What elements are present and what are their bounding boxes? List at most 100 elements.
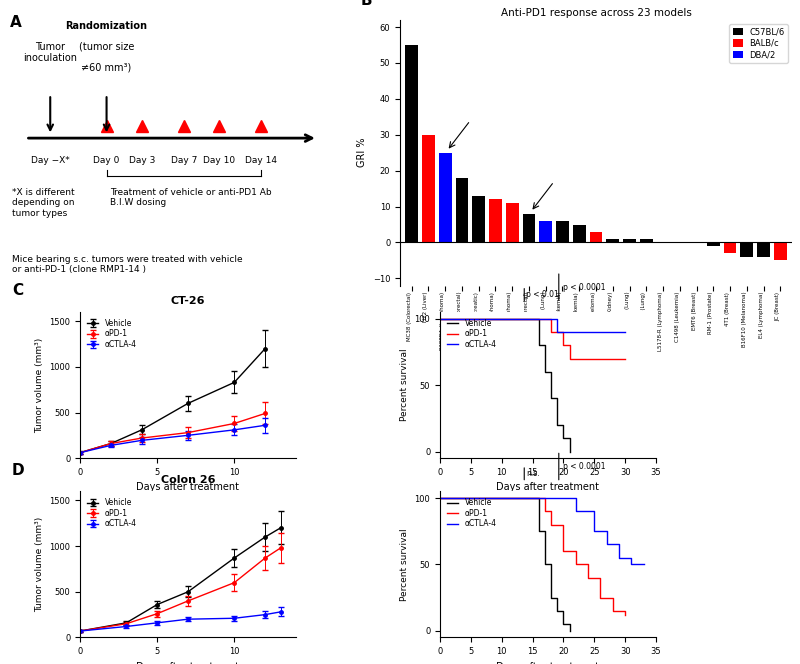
Title: CT-26: CT-26	[170, 295, 206, 305]
Text: (tumor size: (tumor size	[79, 42, 134, 52]
Vehicle	[553, 607, 562, 615]
Line: Vehicle: Vehicle	[440, 498, 570, 631]
αPD-1	[558, 341, 568, 349]
Line: Vehicle: Vehicle	[440, 319, 570, 452]
αCTLA-4	[558, 494, 568, 502]
Bar	[473, 196, 485, 242]
Text: *X is different
depending on
tumor types: *X is different depending on tumor types	[11, 188, 74, 218]
Bar	[573, 224, 586, 242]
αPD-1	[620, 611, 630, 619]
αCTLA-4	[553, 328, 562, 336]
αPD-1	[435, 494, 445, 502]
Text: p < 0.0001: p < 0.0001	[563, 283, 606, 291]
Vehicle	[534, 341, 543, 349]
Text: A: A	[10, 15, 22, 31]
Vehicle	[565, 448, 574, 456]
Vehicle	[553, 421, 562, 429]
αPD-1	[540, 315, 550, 323]
Vehicle	[546, 594, 556, 602]
Text: Mice bearing s.c. tumors were treated with vehicle
or anti-PD-1 (clone RMP1-14 ): Mice bearing s.c. tumors were treated wi…	[11, 255, 242, 274]
Legend: Vehicle, αPD-1, αCTLA-4: Vehicle, αPD-1, αCTLA-4	[84, 316, 139, 352]
αPD-1	[583, 574, 593, 582]
αPD-1	[435, 315, 445, 323]
Bar	[506, 203, 518, 242]
Title: Colon 26: Colon 26	[161, 475, 215, 485]
X-axis label: Days after treatment: Days after treatment	[137, 662, 239, 664]
Text: Day 0: Day 0	[94, 155, 120, 165]
Text: C: C	[12, 284, 23, 299]
Bar	[456, 178, 468, 242]
αCTLA-4	[546, 315, 556, 323]
αCTLA-4	[620, 328, 630, 336]
Bar	[640, 239, 653, 242]
αCTLA-4	[626, 560, 636, 568]
Bar	[539, 221, 552, 242]
Bar	[490, 199, 502, 242]
Text: p < 0.0001: p < 0.0001	[563, 462, 606, 471]
Bar	[724, 242, 736, 253]
αCTLA-4	[590, 527, 599, 535]
Text: B: B	[361, 0, 373, 9]
Bar	[774, 242, 786, 260]
αCTLA-4	[435, 494, 445, 502]
Text: Tumor
inoculation: Tumor inoculation	[23, 42, 78, 63]
Line: αCTLA-4: αCTLA-4	[440, 319, 625, 332]
Text: Day −X*: Day −X*	[31, 155, 70, 165]
αPD-1	[596, 594, 606, 602]
αCTLA-4	[639, 560, 649, 568]
Text: p < 0.01: p < 0.01	[526, 290, 559, 299]
αPD-1	[565, 355, 574, 363]
Bar	[741, 242, 753, 257]
Vehicle	[558, 434, 568, 442]
Legend: C57BL/6, BALB/c, DBA/2: C57BL/6, BALB/c, DBA/2	[730, 24, 788, 63]
αCTLA-4	[614, 554, 624, 562]
αPD-1	[546, 521, 556, 529]
Vehicle	[435, 315, 445, 323]
Vehicle	[528, 494, 538, 502]
X-axis label: Days after treatment: Days after treatment	[497, 662, 599, 664]
X-axis label: Days after treatment: Days after treatment	[497, 483, 599, 493]
Bar	[758, 242, 770, 257]
Text: Day 14: Day 14	[246, 155, 278, 165]
Legend: Vehicle, αPD-1, αCTLA-4: Vehicle, αPD-1, αCTLA-4	[84, 495, 139, 531]
αCTLA-4	[435, 315, 445, 323]
Text: Day 10: Day 10	[203, 155, 235, 165]
Text: Day 3: Day 3	[129, 155, 155, 165]
αCTLA-4	[602, 540, 611, 548]
Bar	[556, 221, 569, 242]
Y-axis label: Tumor volume (mm³): Tumor volume (mm³)	[34, 517, 44, 612]
Y-axis label: Tumor volume (mm³): Tumor volume (mm³)	[34, 337, 44, 433]
Bar	[439, 153, 451, 242]
Bar	[522, 214, 535, 242]
αPD-1	[540, 507, 550, 515]
Bar	[406, 45, 418, 242]
Vehicle	[540, 368, 550, 376]
Y-axis label: Percent survival: Percent survival	[400, 349, 409, 422]
αPD-1	[571, 560, 581, 568]
Line: αCTLA-4: αCTLA-4	[440, 498, 644, 564]
Vehicle	[565, 627, 574, 635]
αPD-1	[620, 355, 630, 363]
Y-axis label: Percent survival: Percent survival	[400, 528, 409, 601]
Line: αPD-1: αPD-1	[440, 319, 625, 359]
Vehicle	[534, 527, 543, 535]
Bar	[422, 135, 434, 242]
Title: Anti-PD1 response across 23 models: Anti-PD1 response across 23 models	[501, 8, 691, 18]
Line: αPD-1: αPD-1	[440, 498, 625, 615]
αPD-1	[546, 328, 556, 336]
Text: n.s.: n.s.	[526, 469, 540, 478]
Text: ≠60 mm³): ≠60 mm³)	[82, 62, 132, 72]
Legend: Vehicle, αPD-1, αCTLA-4: Vehicle, αPD-1, αCTLA-4	[444, 316, 499, 352]
Vehicle	[528, 315, 538, 323]
Bar	[623, 239, 636, 242]
Legend: Vehicle, αPD-1, αCTLA-4: Vehicle, αPD-1, αCTLA-4	[444, 495, 499, 531]
Text: Randomization: Randomization	[66, 21, 147, 31]
Text: Day 7: Day 7	[171, 155, 197, 165]
Bar	[606, 239, 619, 242]
αPD-1	[608, 607, 618, 615]
αCTLA-4	[571, 507, 581, 515]
Bar	[590, 232, 602, 242]
Text: Treatment of vehicle or anti-PD1 Ab
B.I.W dosing: Treatment of vehicle or anti-PD1 Ab B.I.…	[110, 188, 272, 207]
Vehicle	[435, 494, 445, 502]
X-axis label: Days after treatment: Days after treatment	[137, 483, 239, 493]
